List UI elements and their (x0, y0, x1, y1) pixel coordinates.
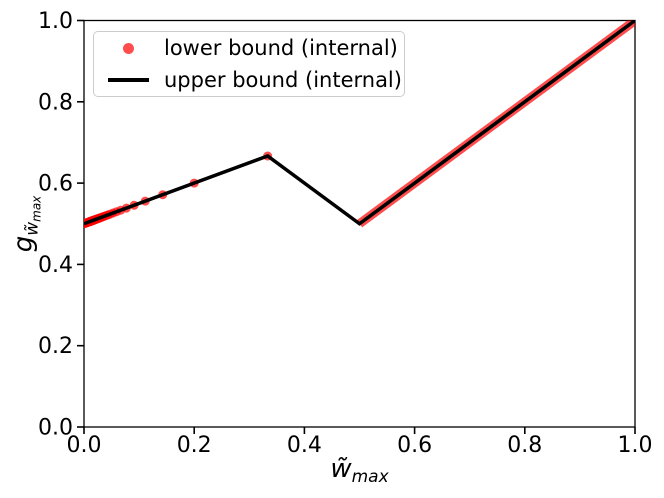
upper-bound-line (84, 20, 635, 226)
data-layer (84, 20, 635, 229)
legend-marker-cell (102, 42, 154, 54)
legend-marker-cell (102, 78, 154, 82)
x-axis-label-base: w̃ (330, 454, 352, 484)
y-tick-label: 1.0 (38, 9, 73, 34)
y-axis-label-subsubscript: max (29, 195, 44, 222)
y-axis-label-base: g (8, 235, 39, 253)
red-dot-marker-icon (122, 42, 134, 54)
legend-label-upper-bound: upper bound (internal) (164, 67, 402, 92)
x-tick-label: 0.0 (67, 433, 102, 458)
legend-label-lower-bound: lower bound (internal) (164, 35, 398, 60)
x-tick-label: 1.0 (618, 433, 653, 458)
y-axis-label: gw̃max (9, 196, 44, 253)
x-tick-label: 0.2 (177, 433, 212, 458)
x-tick-label: 0.8 (507, 433, 542, 458)
black-line-marker-icon (107, 78, 149, 82)
legend-item-upper-bound: upper bound (internal) (94, 64, 404, 96)
legend: lower bound (internal) upper bound (inte… (93, 31, 405, 97)
x-tick-label: 0.4 (287, 433, 322, 458)
y-tick-label: 0.6 (38, 172, 73, 197)
y-tick-label: 0.8 (38, 90, 73, 115)
y-tick-label: 0.0 (38, 416, 73, 441)
y-tick-label: 0.2 (38, 334, 73, 359)
x-axis-label: w̃max (84, 454, 635, 487)
x-tick-label: 0.6 (397, 433, 432, 458)
y-tick-label: 0.4 (38, 253, 73, 278)
x-axis-label-subscript: max (351, 467, 389, 487)
y-axis-label-subscript: w̃ (22, 221, 43, 236)
legend-item-lower-bound: lower bound (internal) (94, 32, 404, 64)
